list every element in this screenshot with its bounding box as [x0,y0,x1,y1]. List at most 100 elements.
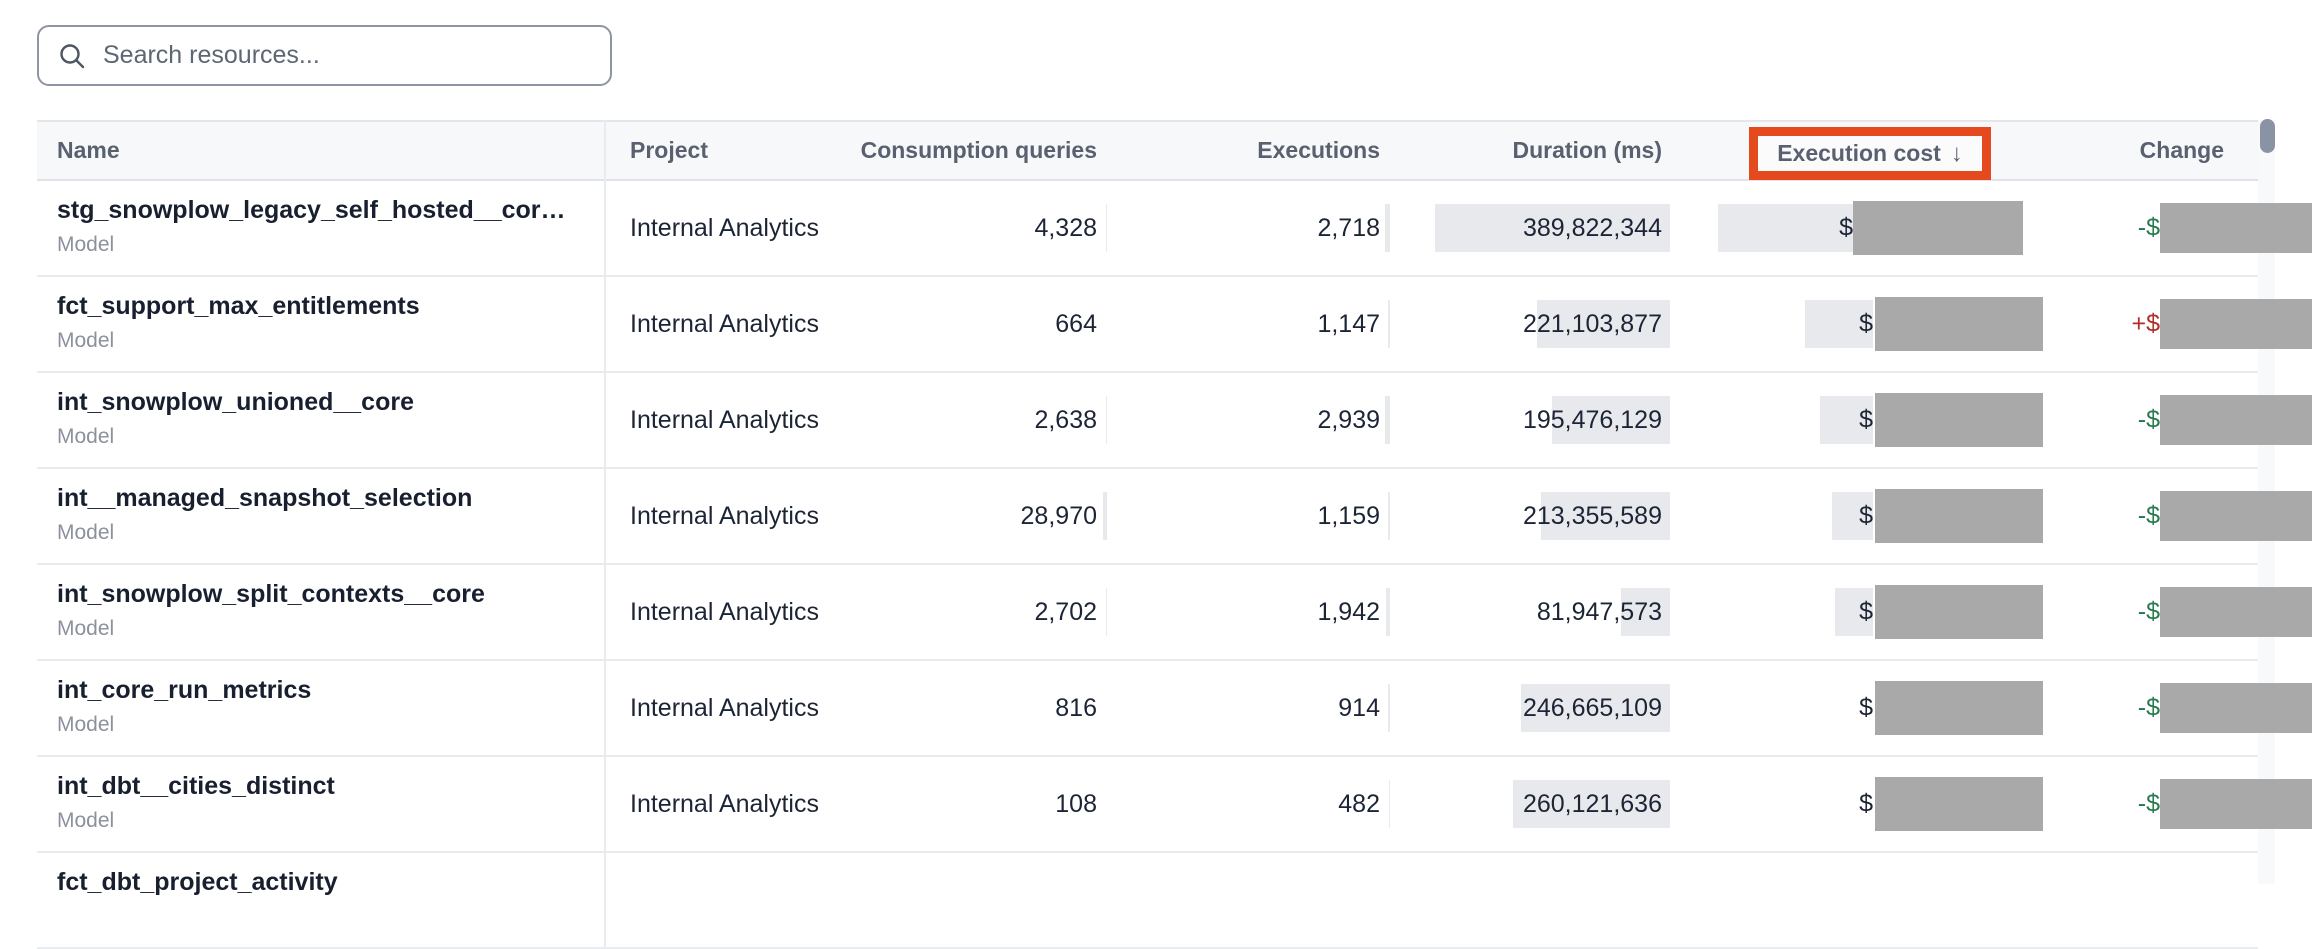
name-cell: fct_dbt_project_activity [37,853,604,947]
executions-bar [1389,780,1390,828]
cost-bar [1805,300,1873,348]
duration-bar [1541,492,1670,540]
executions-bar [1388,684,1390,732]
duration-cell: 195,476,129 [1390,373,1670,467]
table-row[interactable]: fct_dbt_project_activity [37,853,2258,949]
project-cell: Internal Analytics [630,501,819,530]
cost-bar [1718,204,1853,252]
duration-bar [1537,300,1670,348]
search-input[interactable]: Search resources... [37,25,612,86]
resources-table: Name Project Consumption queries Executi… [37,120,2312,949]
consumption-queries-cell: 2,702 [820,565,1107,659]
execution-cost-cell [1670,853,2043,947]
change-cell: +$ [2043,277,2312,371]
change-cell: -$ [2043,661,2312,755]
name-cell: int__managed_snapshot_selection Model [37,469,604,563]
column-header-execution-cost[interactable]: Execution cost ↓ [1670,122,2043,180]
duration-bar [1521,684,1670,732]
project-cell: Internal Analytics [630,693,819,722]
name-cell: int_core_run_metrics Model [37,661,604,755]
executions-cell: 1,159 [1107,469,1390,563]
project-cell: Internal Analytics [630,309,819,338]
redacted-cost-value [1875,681,2043,735]
resource-type: Model [57,425,115,448]
currency-symbol: $ [1859,789,1873,818]
redacted-change-value [2160,779,2312,829]
consumption-queries-cell: 108 [1055,789,1097,818]
change-sign: -$ [2137,789,2160,818]
executions-cell: 2,939 [1107,373,1390,467]
execution-cost-cell: $ [1670,565,2043,659]
name-cell: fct_support_max_entitlements Model [37,277,604,371]
resource-name[interactable]: int_dbt__cities_distinct [57,772,335,800]
table-row[interactable]: stg_snowplow_legacy_self_hosted__cor… Mo… [37,181,2312,277]
change-sign: -$ [2137,405,2160,434]
cost-bar [1820,396,1873,444]
redacted-change-value [2160,587,2312,637]
table-row[interactable]: int_snowplow_unioned__core Model Interna… [37,373,2312,469]
redacted-cost-value [1853,201,2023,255]
redacted-change-value [2160,683,2312,733]
scrollbar-thumb[interactable] [2260,119,2275,153]
resource-name[interactable]: int_snowplow_unioned__core [57,388,414,416]
duration-cell: 213,355,589 [1390,469,1670,563]
column-header-consumption-queries[interactable]: Consumption queries [860,137,1097,163]
currency-symbol: $ [1839,213,1853,242]
project-cell: Internal Analytics [630,597,819,626]
duration-cell [1390,853,1670,947]
column-header-project[interactable]: Project [630,137,708,163]
change-sign: -$ [2137,213,2160,242]
executions-bar [1385,204,1390,252]
table-row[interactable]: int_core_run_metrics Model Internal Anal… [37,661,2312,757]
redacted-change-value [2160,203,2312,253]
change-sign: -$ [2137,501,2160,530]
currency-symbol: $ [1859,597,1873,626]
resource-type: Model [57,521,115,544]
table-row[interactable]: int__managed_snapshot_selection Model In… [37,469,2312,565]
duration-cell: 81,947,573 [1390,565,1670,659]
resource-name[interactable]: fct_dbt_project_activity [57,868,338,896]
change-sign: +$ [2131,309,2160,338]
change-sign: -$ [2137,693,2160,722]
execution-cost-cell: $ [1670,373,2043,467]
change-sign: -$ [2137,597,2160,626]
duration-cell: 221,103,877 [1390,277,1670,371]
resource-name[interactable]: int_snowplow_split_contexts__core [57,580,485,608]
table-row[interactable]: int_dbt__cities_distinct Model Internal … [37,757,2312,853]
consumption-bar [1103,492,1107,540]
execution-cost-cell: $ [1670,757,2043,851]
name-cell: int_snowplow_unioned__core Model [37,373,604,467]
duration-bar [1513,780,1670,828]
column-header-executions[interactable]: Executions [1257,137,1380,163]
resource-type: Model [57,809,115,832]
execution-cost-cell: $ [1670,181,2043,275]
change-cell: -$ [2043,469,2312,563]
consumption-queries-cell: 816 [1055,693,1097,722]
table-row[interactable]: int_snowplow_split_contexts__core Model … [37,565,2312,661]
resource-type: Model [57,329,115,352]
redacted-change-value [2160,299,2312,349]
name-cell: int_snowplow_split_contexts__core Model [37,565,604,659]
resource-name[interactable]: int__managed_snapshot_selection [57,484,473,512]
column-header-name[interactable]: Name [57,137,120,163]
column-header-duration[interactable]: Duration (ms) [1512,137,1663,163]
resource-type: Model [57,233,115,256]
change-cell: -$ [2043,181,2312,275]
table-row[interactable]: fct_support_max_entitlements Model Inter… [37,277,2312,373]
column-header-change[interactable]: Change [2139,137,2224,163]
table-header-row: Name Project Consumption queries Executi… [37,120,2258,181]
resource-name[interactable]: stg_snowplow_legacy_self_hosted__cor… [57,196,566,224]
resource-name[interactable]: fct_support_max_entitlements [57,292,420,320]
execution-cost-cell: $ [1670,661,2043,755]
resource-name[interactable]: int_core_run_metrics [57,676,312,704]
executions-cell: 914 [1107,661,1390,755]
duration-cell: 260,121,636 [1390,757,1670,851]
executions-cell: 1,942 [1107,565,1390,659]
currency-symbol: $ [1859,405,1873,434]
project-cell: Internal Analytics [630,789,819,818]
project-cell: Internal Analytics [630,405,819,434]
change-cell [2043,853,2258,947]
executions-cell: 482 [1107,757,1390,851]
duration-cell: 246,665,109 [1390,661,1670,755]
annotation-highlight-box: Execution cost ↓ [1749,127,1991,180]
